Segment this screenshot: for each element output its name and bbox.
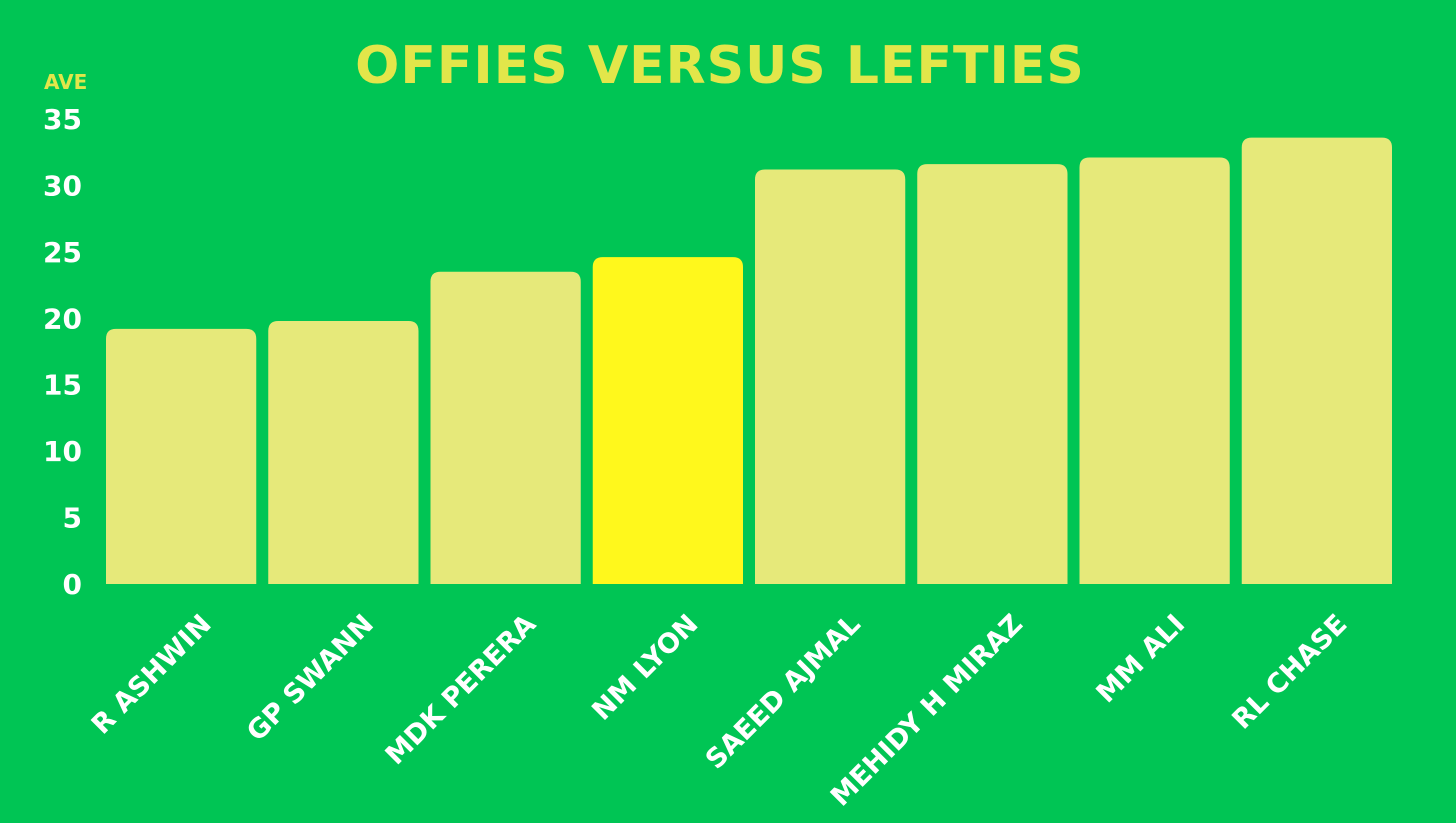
y-tick-label: 20 — [43, 302, 82, 335]
bar-mdk-perera — [430, 271, 581, 584]
bar-rl-chase — [1241, 137, 1392, 584]
y-tick-label: 35 — [43, 103, 82, 136]
y-tick-label: 25 — [43, 236, 82, 269]
y-tick-label: 15 — [43, 369, 82, 402]
bar-saeed-ajmal — [755, 169, 906, 584]
bar-mm-ali — [1079, 157, 1230, 584]
bars — [106, 137, 1392, 584]
bar-nm-lyon — [592, 257, 743, 584]
bar-r-ashwin — [106, 328, 257, 584]
y-tick-label: 10 — [43, 435, 82, 468]
bar-mehidy-h-miraz — [917, 164, 1068, 584]
y-tick-label: 5 — [63, 502, 82, 535]
y-tick-label: 0 — [63, 568, 82, 601]
bar-gp-swann — [268, 320, 419, 584]
y-axis-label: AVE — [44, 70, 88, 94]
y-axis-ticks: 0 5 10 15 20 25 30 35 — [43, 103, 82, 601]
chart-title: OFFIES VERSUS LEFTIES — [355, 36, 1085, 96]
y-tick-label: 30 — [43, 169, 82, 202]
